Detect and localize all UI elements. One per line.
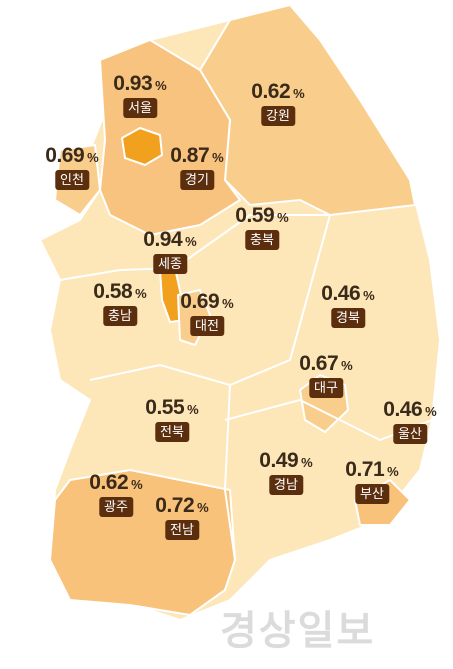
value-unit: %: [185, 234, 197, 249]
value-line: 0.94%: [143, 228, 196, 252]
region-name: 세종: [153, 254, 187, 274]
value-line: 0.69%: [45, 144, 98, 168]
region-value: 0.59: [235, 204, 275, 227]
region-name: 인천: [55, 170, 89, 190]
value-line: 0.62%: [251, 80, 304, 104]
region-name: 충남: [103, 306, 137, 326]
value-line: 0.87%: [170, 144, 223, 168]
region-value: 0.93: [113, 72, 153, 95]
value-line: 0.46%: [321, 282, 374, 306]
region-name: 경북: [331, 308, 365, 328]
value-unit: %: [363, 288, 375, 303]
region-value: 0.67: [299, 352, 339, 375]
region-value: 0.69: [180, 290, 220, 313]
value-unit: %: [277, 210, 289, 225]
region-value: 0.62: [251, 80, 291, 103]
region-label: 0.62% 강원: [251, 80, 305, 126]
region-label: 0.62% 광주: [89, 471, 143, 517]
region-label: 0.46% 울산: [383, 398, 437, 444]
region-label: 0.93% 서울: [113, 72, 167, 118]
value-unit: %: [222, 296, 234, 311]
value-unit: %: [425, 404, 437, 419]
region-gangwon: [199, 4, 416, 216]
value-unit: %: [135, 286, 147, 301]
region-value: 0.46: [383, 398, 423, 421]
region-name: 대구: [309, 378, 343, 398]
value-line: 0.93%: [113, 72, 166, 96]
region-label: 0.67% 대구: [299, 352, 353, 398]
region-value: 0.62: [89, 471, 129, 494]
value-unit: %: [212, 150, 224, 165]
value-line: 0.67%: [299, 352, 352, 376]
region-name: 전남: [165, 520, 199, 540]
watermark: 경상일보: [220, 609, 376, 653]
value-line: 0.71%: [345, 458, 398, 482]
value-line: 0.55%: [145, 396, 198, 420]
region-label: 0.46% 경북: [321, 282, 375, 328]
value-line: 0.58%: [93, 280, 146, 304]
value-unit: %: [87, 150, 99, 165]
region-name: 전북: [155, 422, 189, 442]
value-unit: %: [155, 78, 167, 93]
region-jeonnam: [49, 469, 236, 616]
region-value: 0.49: [259, 449, 299, 472]
region-value: 0.71: [345, 458, 385, 481]
value-unit: %: [187, 402, 199, 417]
region-value: 0.58: [93, 280, 133, 303]
region-name: 경기: [180, 170, 214, 190]
region-name: 광주: [99, 497, 133, 517]
value-unit: %: [341, 358, 353, 373]
region-value: 0.55: [145, 396, 185, 419]
value-unit: %: [131, 477, 143, 492]
region-label: 0.49% 경남: [259, 449, 313, 495]
region-label: 0.94% 세종: [143, 228, 197, 274]
region-value: 0.94: [143, 228, 183, 251]
region-label: 0.58% 충남: [93, 280, 147, 326]
region-label: 0.55% 전북: [145, 396, 199, 442]
value-line: 0.69%: [180, 290, 233, 314]
region-name: 부산: [355, 484, 389, 504]
region-name: 서울: [123, 98, 157, 118]
value-line: 0.59%: [235, 204, 288, 228]
value-unit: %: [197, 500, 209, 515]
region-value: 0.46: [321, 282, 361, 305]
value-line: 0.72%: [155, 494, 208, 518]
value-line: 0.62%: [89, 471, 142, 495]
region-name: 충북: [245, 230, 279, 250]
region-value: 0.87: [170, 144, 210, 167]
region-label: 0.87% 경기: [170, 144, 224, 190]
region-label: 0.69% 대전: [180, 290, 234, 336]
value-unit: %: [293, 86, 305, 101]
region-value: 0.69: [45, 144, 85, 167]
region-name: 강원: [261, 106, 295, 126]
region-label: 0.69% 인천: [45, 144, 99, 190]
region-label: 0.59% 충북: [235, 204, 289, 250]
region-name: 경남: [269, 475, 303, 495]
value-unit: %: [387, 464, 399, 479]
region-seoul: [121, 127, 163, 166]
region-name: 대전: [190, 316, 224, 336]
region-value: 0.72: [155, 494, 195, 517]
region-name: 울산: [393, 424, 427, 444]
region-label: 0.71% 부산: [345, 458, 399, 504]
value-line: 0.49%: [259, 449, 312, 473]
region-label: 0.72% 전남: [155, 494, 209, 540]
value-line: 0.46%: [383, 398, 436, 422]
value-unit: %: [301, 455, 313, 470]
